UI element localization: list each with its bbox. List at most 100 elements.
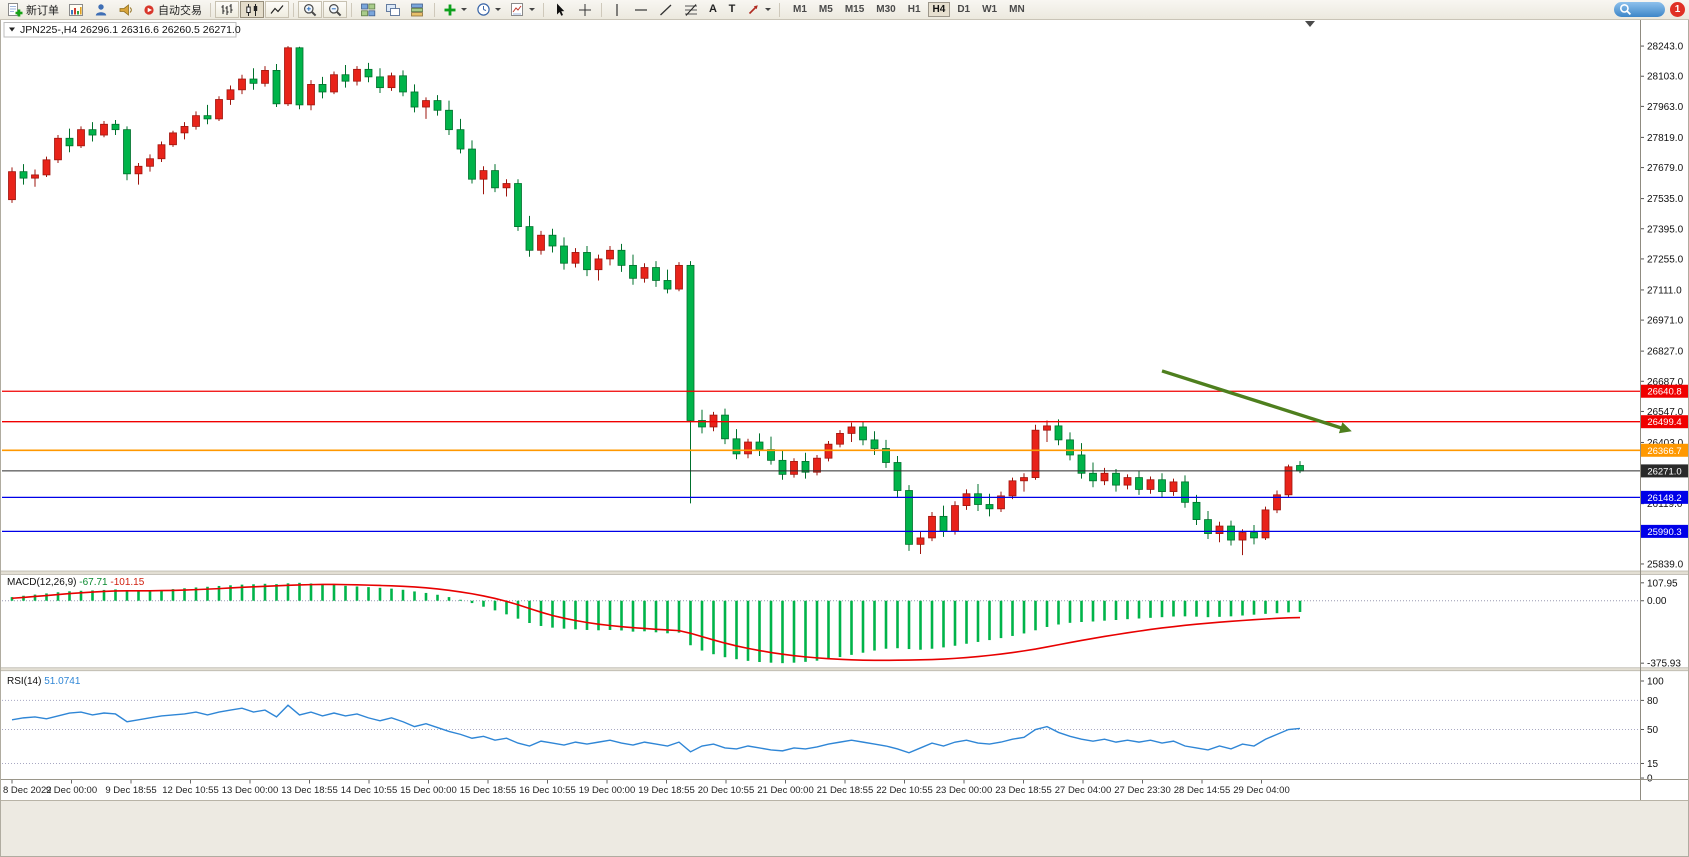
charts-button[interactable]	[64, 1, 88, 18]
candle	[617, 249, 626, 266]
price-badge	[1641, 443, 1688, 457]
indicators-button[interactable]	[439, 1, 471, 18]
chevron-down-icon	[765, 8, 771, 11]
date-axis-label: 15 Dec 18:55	[460, 785, 517, 796]
cascade-windows-button[interactable]	[406, 1, 430, 18]
date-axis-label: 13 Dec 18:55	[281, 785, 338, 796]
date-axis-label: 14 Dec 10:55	[341, 785, 398, 796]
candle	[8, 171, 16, 201]
candle	[353, 68, 361, 82]
macd-axis-label: 107.95	[1647, 578, 1678, 589]
panel-splitter[interactable]	[0, 570, 1689, 575]
candle	[318, 84, 327, 93]
timeframe-h1-button[interactable]: H1	[903, 2, 926, 17]
cursor-button[interactable]	[548, 1, 572, 18]
timeframe-w1-button[interactable]: W1	[977, 2, 1002, 17]
candle	[1123, 477, 1132, 486]
fibonacci-button[interactable]	[679, 1, 703, 18]
candle	[905, 490, 913, 545]
candle	[1250, 532, 1258, 539]
zoom-out-button[interactable]	[323, 1, 347, 18]
candle	[215, 99, 223, 120]
candle	[295, 47, 304, 106]
line-chart-button[interactable]	[265, 1, 289, 18]
candle	[491, 170, 499, 189]
candle	[606, 249, 614, 260]
candle	[422, 100, 430, 108]
price-axis-label: 26687.0	[1647, 377, 1684, 388]
date-axis-label: 9 Dec 18:55	[105, 785, 156, 796]
zoom-in-icon	[304, 3, 317, 16]
profiles-button[interactable]	[89, 1, 113, 18]
notification-badge[interactable]: 1	[1670, 2, 1685, 17]
date-axis-label: 12 Dec 10:55	[162, 785, 219, 796]
date-axis-label: 21 Dec 18:55	[817, 785, 874, 796]
crosshair-button[interactable]	[573, 1, 597, 18]
price-badge	[1641, 384, 1688, 398]
candle	[744, 441, 752, 455]
timeframe-d1-button[interactable]: D1	[952, 2, 975, 17]
date-axis-label: 16 Dec 10:55	[519, 785, 576, 796]
candle	[387, 75, 396, 89]
price-badge	[1641, 524, 1688, 538]
timeframe-m5-button[interactable]: M5	[814, 2, 838, 17]
candle	[1181, 481, 1189, 503]
tile-windows-button[interactable]	[356, 1, 380, 18]
workspace-background	[0, 800, 1689, 857]
price-axis-label: 28103.0	[1647, 72, 1684, 83]
templates-button[interactable]	[506, 1, 539, 18]
date-axis-label: 29 Dec 04:00	[1233, 785, 1290, 796]
label-tool-button[interactable]: T	[723, 1, 741, 18]
price-axis-label: 26547.0	[1647, 407, 1684, 418]
chart-title-box	[3, 22, 237, 38]
bar-chart-button[interactable]	[215, 1, 239, 18]
candle	[801, 461, 810, 473]
megaphone-icon	[119, 3, 132, 16]
new-order-button[interactable]: 新订单	[3, 1, 63, 18]
line-chart-icon	[270, 4, 284, 14]
candle	[985, 504, 994, 510]
price-axis-label: 26971.0	[1647, 316, 1684, 327]
fibonacci-icon	[685, 3, 697, 16]
candlestick-chart-button[interactable]	[240, 1, 264, 18]
chart-menu-icon[interactable]	[9, 27, 15, 32]
search-area[interactable]	[1614, 2, 1665, 17]
timeframe-m30-button[interactable]: M30	[871, 2, 900, 17]
rsi-axis-label: 100	[1647, 676, 1664, 687]
horizontal-line-icon	[635, 8, 647, 11]
zoom-in-button[interactable]	[298, 1, 322, 18]
timeframe-m15-button[interactable]: M15	[840, 2, 869, 17]
trendline-button[interactable]	[654, 1, 678, 18]
rsi-axis-label: 15	[1647, 759, 1659, 770]
date-axis-label: 9 Dec 00:00	[46, 785, 97, 796]
candle	[767, 449, 775, 461]
arrange-windows-button[interactable]	[381, 1, 405, 18]
cascade-windows-icon	[411, 3, 423, 16]
date-axis-label: 23 Dec 18:55	[995, 785, 1052, 796]
vertical-line-button[interactable]	[606, 1, 628, 18]
candle	[594, 258, 603, 271]
alerts-button[interactable]	[114, 1, 138, 18]
autotrading-button[interactable]: 自动交易	[139, 1, 206, 18]
candle	[755, 441, 764, 450]
cursor-icon	[557, 3, 565, 16]
timeframe-mn-button[interactable]: MN	[1004, 2, 1030, 17]
periods-button[interactable]	[472, 1, 505, 18]
timeframe-m1-button[interactable]: M1	[788, 2, 812, 17]
price-axis-label: 27395.0	[1647, 224, 1684, 235]
chart-title: JPN225-,H4 26296.1 26316.6 26260.5 26271…	[20, 24, 241, 36]
candle	[134, 165, 143, 175]
timeframe-h4-button[interactable]: H4	[927, 2, 951, 17]
candle	[226, 89, 235, 100]
chart-shift-marker[interactable]	[1305, 21, 1315, 27]
arrange-windows-icon	[386, 3, 400, 16]
arrows-tool-button[interactable]	[742, 1, 775, 18]
panel-splitter[interactable]	[0, 667, 1689, 672]
candle	[1261, 509, 1270, 539]
price-badge-label: 26271.0	[1647, 466, 1681, 477]
trend-arrow-annotation[interactable]	[1161, 369, 1345, 431]
text-tool-button[interactable]: A	[704, 1, 722, 18]
autotrading-label: 自动交易	[158, 4, 202, 17]
horizontal-line-button[interactable]	[629, 1, 653, 18]
